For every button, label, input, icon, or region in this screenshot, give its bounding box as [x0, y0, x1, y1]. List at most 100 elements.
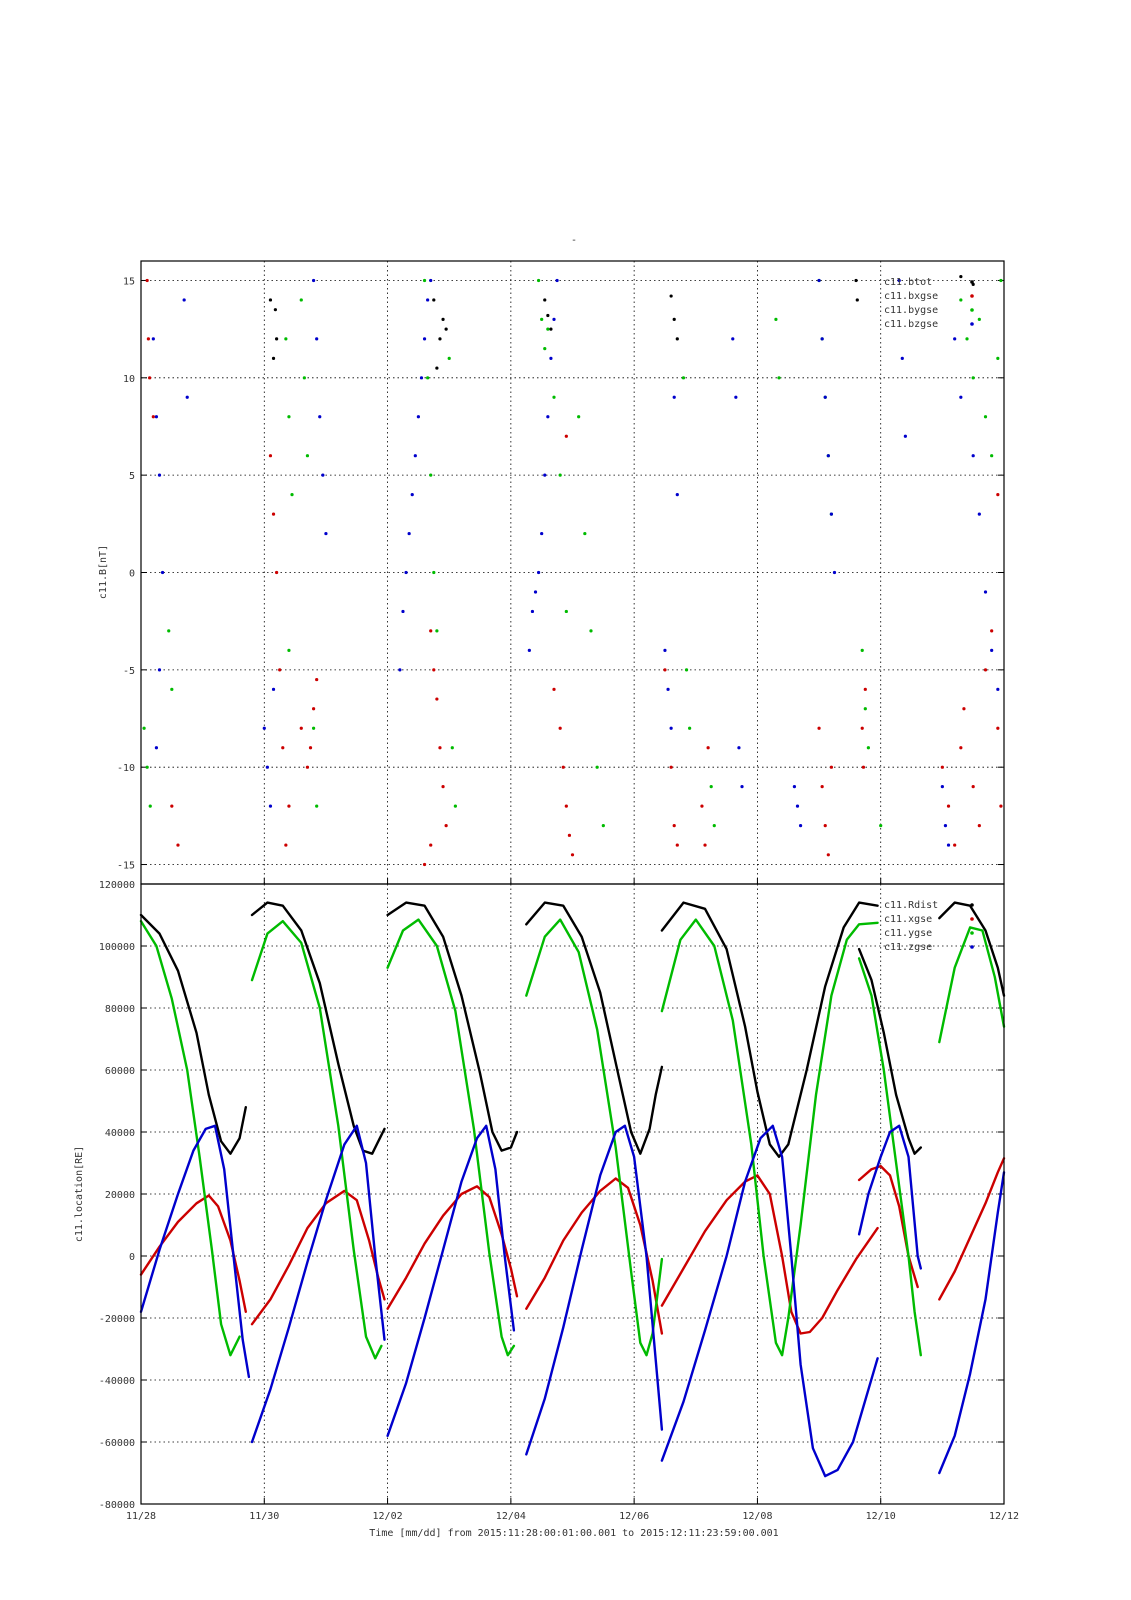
- data-point: [595, 765, 599, 769]
- data-point: [281, 746, 285, 750]
- top-panel-data: [142, 274, 1003, 867]
- legend-marker: [970, 917, 974, 921]
- data-point: [959, 746, 963, 750]
- series-c11-Rdist: [139, 901, 1006, 1159]
- data-point: [404, 570, 408, 575]
- location-panel: 120000 100000 80000 60000 40000 20000 0 -20000 -…: [74, 880, 1006, 1511]
- legend-label: c11.zgse: [884, 942, 932, 953]
- data-point: [429, 629, 433, 633]
- data-point: [663, 668, 667, 672]
- data-point: [315, 804, 319, 808]
- data-point: [826, 454, 830, 458]
- data-point: [438, 746, 442, 750]
- data-point: [990, 629, 994, 633]
- legend-marker: [970, 322, 974, 326]
- data-point: [977, 317, 981, 322]
- data-point: [426, 376, 430, 380]
- data-point: [798, 823, 803, 828]
- data-point: [861, 765, 866, 769]
- legend-label: c11.btot: [884, 277, 932, 288]
- data-point: [943, 823, 948, 828]
- legend-label: c11.xgse: [884, 914, 932, 925]
- data-point: [413, 454, 417, 458]
- data-point: [953, 337, 957, 341]
- data-point: [672, 317, 676, 322]
- bottom-y-tick-label: -80000: [99, 1500, 135, 1511]
- data-point: [965, 337, 969, 341]
- data-point: [268, 454, 273, 458]
- legend-label: c11.bygse: [884, 305, 938, 316]
- series-line-segment: [660, 1174, 879, 1335]
- data-point: [855, 298, 859, 302]
- legend-label: c11.bzgse: [884, 319, 938, 330]
- top-panel-grid: [140, 261, 1005, 884]
- data-point: [275, 337, 279, 341]
- time-axis-ticks: 11/28 11/30 12/02 12/04 12/06 12/08 12/10 12/12: [126, 1511, 1019, 1522]
- data-point: [977, 512, 981, 516]
- x-tick-label: 12/04: [496, 1511, 526, 1522]
- data-point: [148, 376, 152, 380]
- data-point: [432, 570, 436, 575]
- data-point: [308, 746, 313, 750]
- data-point: [684, 668, 689, 672]
- data-point: [669, 294, 673, 298]
- data-point: [663, 648, 667, 652]
- data-point: [302, 376, 306, 380]
- data-point: [299, 298, 303, 302]
- data-point: [795, 804, 800, 808]
- data-point: [151, 337, 155, 341]
- data-point: [271, 512, 276, 516]
- data-point: [167, 629, 171, 633]
- data-point: [999, 278, 1003, 283]
- data-point: [315, 677, 319, 682]
- data-point: [262, 726, 266, 730]
- data-point: [820, 337, 824, 341]
- data-point: [900, 356, 904, 360]
- data-point: [321, 473, 325, 477]
- bottom-y-tick-label: 20000: [105, 1190, 135, 1201]
- data-point: [305, 454, 310, 458]
- legend-marker: [970, 308, 974, 312]
- data-point: [435, 366, 439, 370]
- top-y-tick-label: 0: [129, 569, 135, 580]
- data-point: [422, 337, 427, 341]
- data-point: [897, 278, 901, 283]
- data-point: [398, 668, 402, 672]
- series-c11-xgse: [139, 1157, 1006, 1335]
- data-point: [284, 337, 288, 341]
- data-point: [709, 785, 713, 789]
- data-point: [533, 590, 538, 594]
- series-line-segment: [250, 1124, 386, 1444]
- data-point: [552, 395, 556, 399]
- data-point: [946, 804, 951, 808]
- series-line-segment: [660, 901, 879, 1159]
- top-panel-y-label: c11.B[nT]: [98, 545, 109, 599]
- data-point: [287, 804, 291, 808]
- data-point: [170, 804, 174, 808]
- data-point: [740, 785, 744, 789]
- series-line-segment: [857, 947, 922, 1155]
- series-line-segment: [525, 918, 664, 1357]
- data-point: [817, 726, 821, 730]
- data-point: [863, 707, 867, 711]
- data-point: [666, 687, 670, 691]
- series-line-segment: [525, 901, 664, 1155]
- data-point: [564, 609, 568, 614]
- data-point: [996, 356, 1000, 360]
- series-line-segment: [660, 918, 879, 1357]
- data-point: [826, 853, 830, 857]
- data-point: [990, 454, 994, 458]
- data-point: [546, 415, 550, 419]
- data-point: [527, 648, 531, 652]
- x-tick-label: 11/30: [249, 1511, 279, 1522]
- x-tick-label: 12/06: [619, 1511, 649, 1522]
- data-point: [271, 356, 276, 360]
- data-point: [706, 746, 710, 750]
- legend-label: c11.bxgse: [884, 291, 938, 302]
- data-point: [453, 804, 457, 808]
- data-point: [940, 785, 944, 789]
- data-point: [860, 726, 864, 730]
- data-point: [564, 434, 568, 438]
- series-line-segment: [660, 1124, 879, 1478]
